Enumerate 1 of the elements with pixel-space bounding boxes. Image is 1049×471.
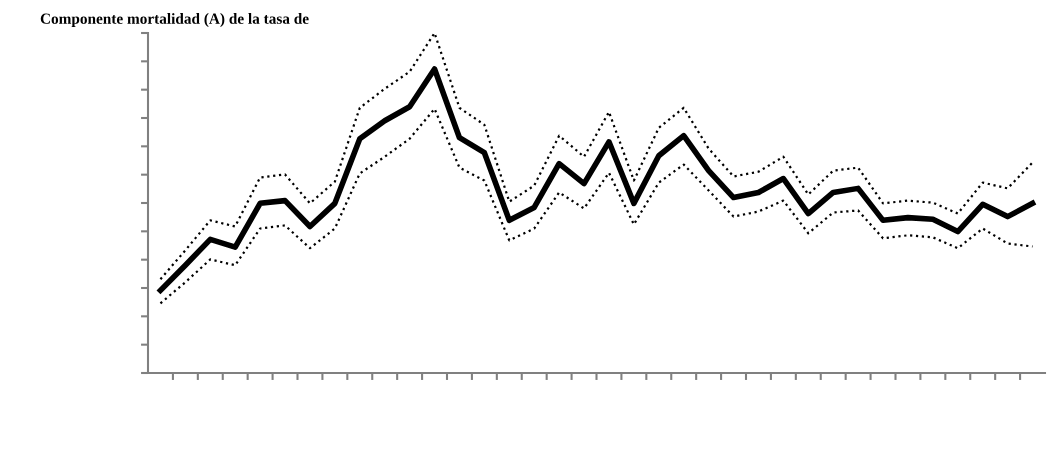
chart-title: Componente mortalidad (A) de la tasa de	[40, 13, 309, 27]
